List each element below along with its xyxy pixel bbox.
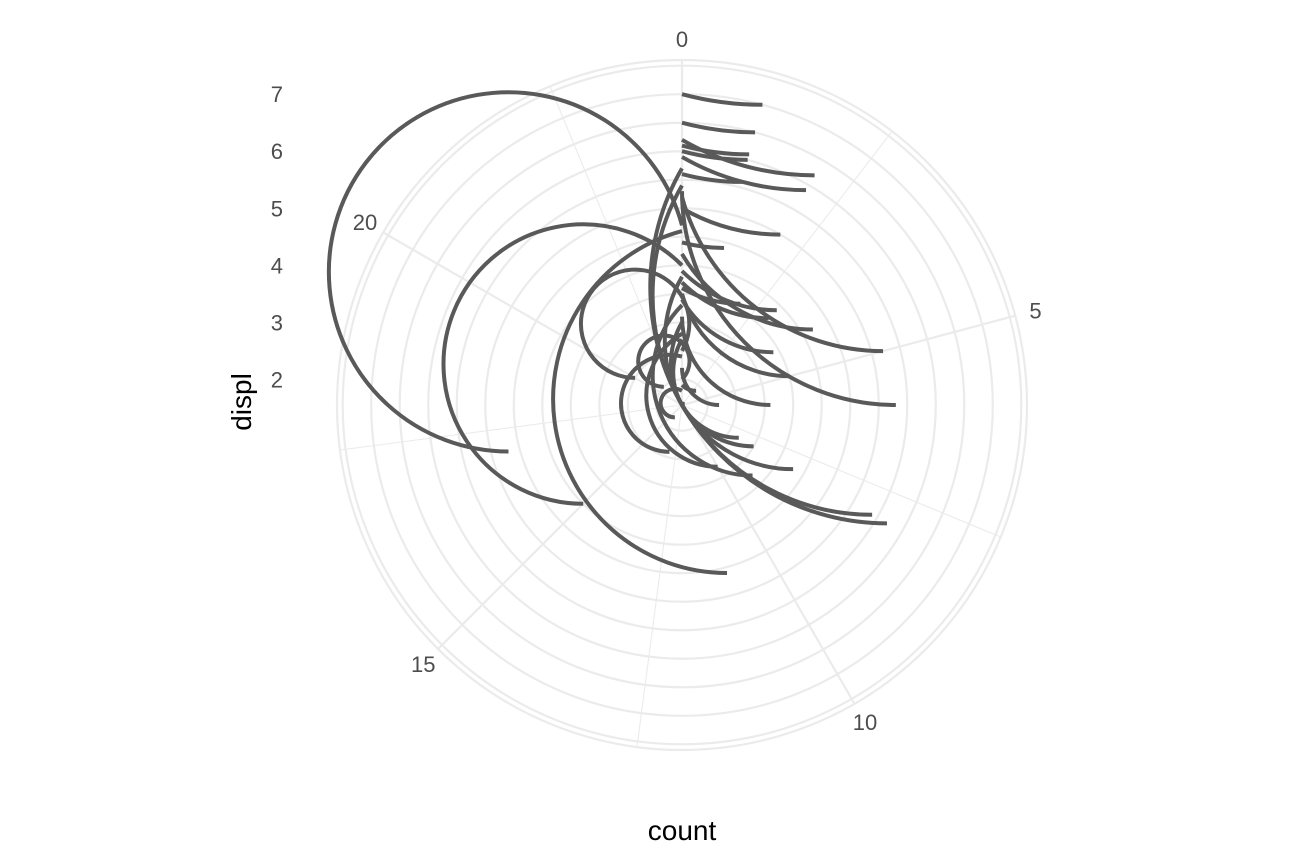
count-tick-label: 0 (676, 27, 688, 52)
spoke-gridline (681, 314, 1016, 407)
bar-arc (681, 138, 815, 178)
y-axis-title: displ (226, 373, 257, 431)
spoke-gridline (382, 231, 683, 406)
minor-spoke-gridline (636, 404, 683, 748)
bar-arc (680, 316, 771, 407)
bar-arc (680, 196, 884, 354)
bar-arc (681, 92, 763, 107)
bar-arc (680, 367, 720, 407)
displ-tick-label: 4 (271, 253, 283, 278)
displ-tick-label: 2 (271, 367, 283, 392)
bar-arc (680, 293, 790, 379)
count-tick-label: 20 (353, 210, 377, 235)
bar-arc (681, 120, 756, 135)
count-tick-label: 15 (411, 652, 435, 677)
tick-labels: 0 5 10 15 20 2 3 4 5 6 7 (271, 27, 1042, 735)
minor-spoke-gridline (339, 404, 683, 451)
spoke-gridline (437, 404, 683, 650)
bar-arc (681, 143, 750, 157)
bar-arc (644, 331, 718, 469)
bar-arc (326, 90, 684, 454)
displ-tick-label: 7 (271, 82, 283, 107)
bar-arc (680, 252, 813, 332)
displ-tick-label: 6 (271, 139, 283, 164)
spoke-gridline (681, 404, 856, 705)
minor-spoke-gridline (681, 404, 1001, 538)
bar-arc (648, 167, 887, 526)
displ-tick-label: 3 (271, 310, 283, 335)
count-tick-label: 5 (1029, 298, 1041, 323)
bar-arc (681, 206, 781, 237)
bar-arc (650, 303, 753, 478)
bar-arc (681, 155, 807, 193)
bar-arc (680, 191, 896, 407)
count-tick-label: 10 (853, 710, 877, 735)
x-axis-title: count (648, 815, 717, 846)
bars (326, 90, 896, 575)
bar-arc (551, 229, 728, 575)
minor-spoke-gridline (681, 130, 893, 406)
displ-tick-label: 5 (271, 196, 283, 221)
bar-arc (441, 222, 684, 506)
